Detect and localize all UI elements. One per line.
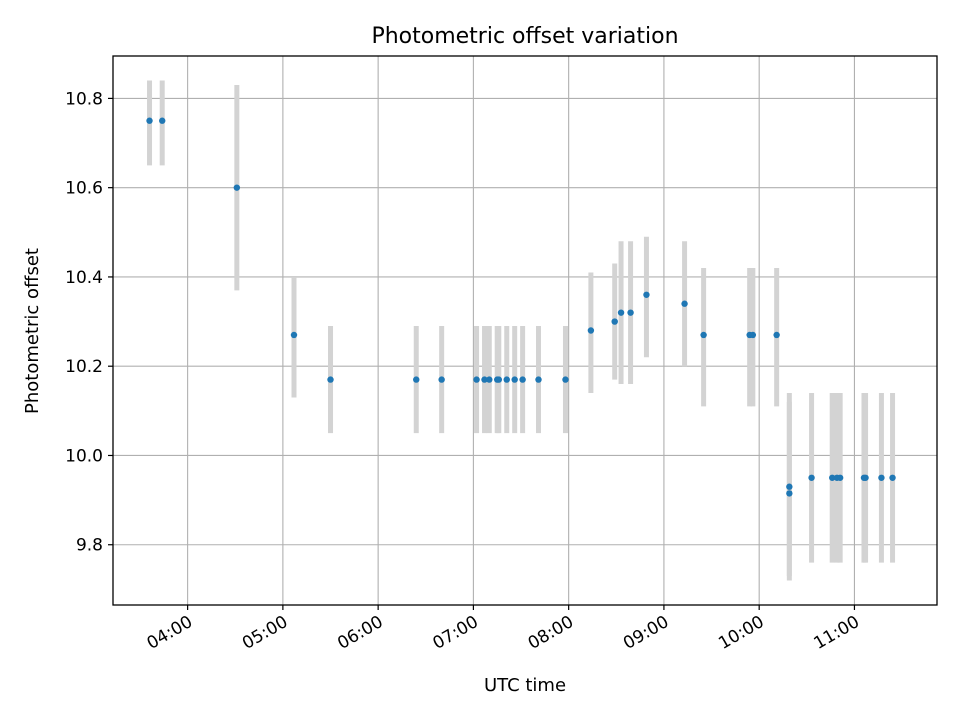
data-point — [829, 474, 836, 481]
data-point — [786, 490, 793, 497]
data-point — [587, 327, 595, 334]
data-point — [862, 474, 869, 481]
data-points-layer — [146, 117, 896, 497]
data-point — [486, 376, 493, 383]
x-tick-label: 06:00 — [334, 612, 386, 654]
data-point — [473, 376, 480, 383]
x-tick-label: 07:00 — [429, 612, 481, 654]
data-point — [233, 184, 241, 191]
x-tick-label: 08:00 — [525, 612, 577, 654]
grid-layer — [113, 56, 937, 605]
data-point — [749, 331, 757, 339]
data-point — [413, 376, 420, 383]
plot-frame — [112, 55, 938, 606]
data-point — [146, 117, 153, 124]
data-point — [878, 474, 885, 481]
data-point — [327, 376, 334, 383]
x-axis-label: UTC time — [484, 675, 566, 696]
data-point — [617, 309, 625, 316]
y-tick-label: 9.8 — [76, 536, 103, 556]
data-point — [159, 117, 166, 124]
data-point — [495, 376, 503, 383]
ticks-layer: 04:00 05:00 06:00 07:00 08:00 09:00 10:00 11:00… — [65, 89, 863, 653]
data-point — [535, 376, 542, 383]
y-tick-label: 10.8 — [65, 89, 103, 109]
data-point — [786, 483, 793, 490]
y-tick-label: 10.0 — [65, 446, 103, 466]
x-tick-label: 09:00 — [620, 612, 672, 654]
y-axis-label: Photometric offset — [22, 248, 43, 414]
data-point — [481, 376, 488, 383]
data-point — [643, 291, 650, 298]
x-tick-label: 10:00 — [715, 612, 767, 654]
data-point — [700, 331, 707, 339]
y-tick-label: 10.2 — [65, 357, 103, 377]
y-tick-label: 10.6 — [65, 179, 103, 199]
error-bars-layer — [147, 80, 896, 581]
data-point — [438, 376, 445, 383]
chart-title: Photometric offset variation — [371, 24, 678, 49]
data-point — [681, 300, 688, 307]
data-point — [836, 474, 844, 481]
y-tick-label: 10.4 — [65, 268, 103, 288]
data-point — [511, 376, 518, 383]
data-point — [519, 376, 526, 383]
data-point — [808, 474, 815, 481]
data-point — [773, 331, 780, 339]
data-point — [611, 318, 618, 325]
data-point — [562, 376, 569, 383]
data-point — [889, 474, 896, 481]
x-tick-label: 11:00 — [811, 612, 863, 654]
data-point — [290, 331, 298, 339]
x-tick-label: 04:00 — [144, 612, 196, 654]
data-point — [503, 376, 510, 383]
x-tick-label: 05:00 — [239, 612, 291, 654]
data-point — [627, 309, 634, 316]
